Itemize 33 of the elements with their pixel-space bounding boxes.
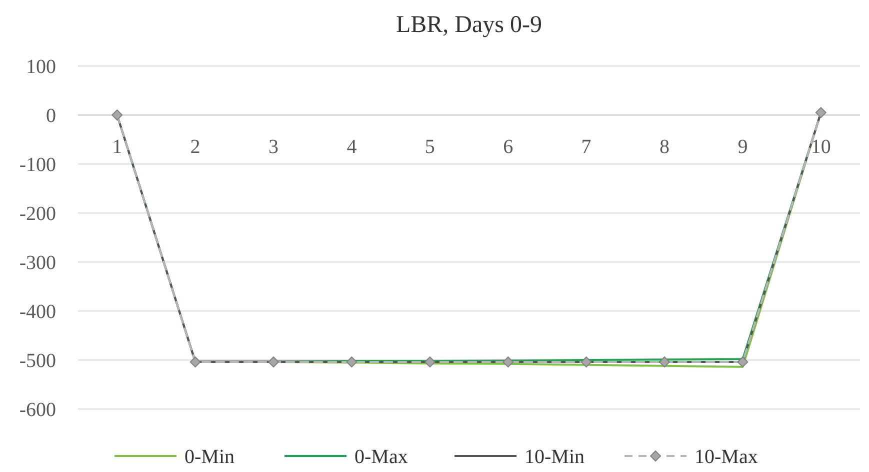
y-tick-label: -100 <box>19 154 56 176</box>
point <box>580 356 592 368</box>
y-tick-label: -600 <box>19 399 56 421</box>
x-tick-label: 4 <box>346 136 357 158</box>
point <box>502 356 514 368</box>
point <box>815 107 826 118</box>
y-tick-label: -400 <box>19 301 56 323</box>
y-tick-label: -200 <box>19 203 56 225</box>
x-tick-label: 8 <box>660 136 670 158</box>
x-tick-label: 9 <box>738 136 748 158</box>
x-tick-label: 7 <box>581 136 592 158</box>
legend-label: 10-Max <box>694 446 758 468</box>
point <box>424 356 436 368</box>
x-tick-label: 10 <box>810 136 831 158</box>
x-tick-label: 3 <box>268 136 278 158</box>
x-tick-label: 1 <box>112 136 122 158</box>
legend-label: 0-Max <box>354 446 408 468</box>
x-tick-label: 6 <box>503 136 514 158</box>
y-tick-label: -300 <box>19 252 56 274</box>
x-tick-label: 2 <box>190 136 200 158</box>
point <box>737 356 748 368</box>
x-tick-label: 5 <box>424 136 435 158</box>
point <box>190 356 201 368</box>
point <box>346 356 358 368</box>
y-tick-label: 0 <box>46 105 56 127</box>
point <box>659 356 670 368</box>
legend-label: 10-Min <box>524 446 584 468</box>
y-tick-label: 100 <box>26 56 56 78</box>
point <box>112 110 123 120</box>
chart-title: LBR, Days 0-9 <box>396 12 542 38</box>
y-tick-label: -500 <box>19 350 56 372</box>
point <box>268 356 279 368</box>
legend-label: 0-Min <box>184 446 234 468</box>
